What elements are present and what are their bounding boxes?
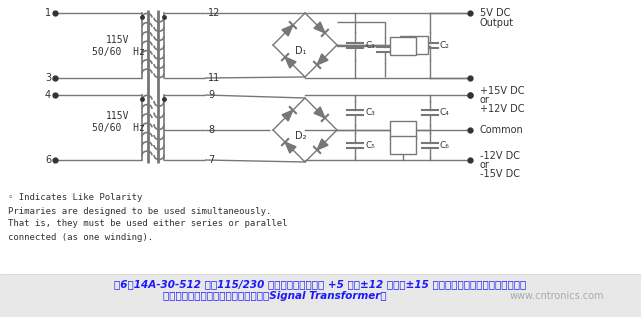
Text: IC2: IC2: [395, 125, 411, 135]
Text: 1: 1: [45, 8, 51, 18]
Text: IC3: IC3: [395, 140, 411, 150]
Bar: [390, 136, 416, 154]
Polygon shape: [317, 139, 328, 150]
Text: C₃: C₃: [365, 108, 375, 117]
Text: C₁: C₁: [395, 45, 405, 54]
Bar: [390, 121, 416, 139]
Bar: [0, 275, 641, 317]
Text: 图6：14A-30-512 采用115/230 伏输入电压，适用于 +5 伏或±12 伏直流±15 伏直流电源，具体取决于用户如何: 图6：14A-30-512 采用115/230 伏输入电压，适用于 +5 伏或±…: [114, 279, 526, 289]
Text: 115V: 115V: [106, 111, 129, 121]
Text: 5V DC: 5V DC: [480, 8, 510, 18]
Text: 7: 7: [208, 155, 214, 165]
Text: C₄: C₄: [440, 108, 450, 117]
Text: or: or: [480, 95, 490, 105]
Text: connected (as one winding).: connected (as one winding).: [8, 232, 153, 242]
Text: 50/60  Hz: 50/60 Hz: [92, 47, 144, 57]
Polygon shape: [282, 110, 293, 121]
Text: Common: Common: [480, 125, 524, 135]
Text: 12: 12: [208, 8, 221, 18]
Text: Primaries are designed to be used simultaneously.: Primaries are designed to be used simult…: [8, 206, 271, 216]
Text: -12V DC: -12V DC: [480, 151, 520, 161]
Text: www.cntronics.com: www.cntronics.com: [510, 291, 604, 301]
Text: 4: 4: [45, 90, 51, 100]
Text: D₁: D₁: [296, 46, 307, 56]
Text: C₅: C₅: [365, 140, 375, 150]
Text: 50/60  Hz: 50/60 Hz: [92, 123, 144, 133]
Text: 连接初级和次级侧绕组。（图片来源：Signal Transformer）: 连接初级和次级侧绕组。（图片来源：Signal Transformer）: [163, 291, 387, 301]
Text: -15V DC: -15V DC: [480, 169, 520, 179]
Text: 6: 6: [45, 155, 51, 165]
Text: C₆: C₆: [440, 140, 450, 150]
Text: 9: 9: [208, 90, 214, 100]
Text: 11: 11: [208, 73, 221, 83]
Polygon shape: [317, 54, 328, 65]
Polygon shape: [314, 107, 325, 118]
Polygon shape: [314, 22, 325, 33]
Text: 3: 3: [45, 73, 51, 83]
Text: ◦ Indicates Like Polarity: ◦ Indicates Like Polarity: [8, 193, 142, 203]
Text: Output: Output: [480, 18, 514, 28]
Text: IC1: IC1: [395, 41, 411, 50]
Text: 115V: 115V: [106, 35, 129, 45]
Polygon shape: [285, 57, 296, 68]
Text: D₂: D₂: [296, 131, 307, 141]
Text: or: or: [480, 160, 490, 170]
Polygon shape: [282, 25, 293, 36]
Bar: [400, 36, 428, 54]
Bar: [390, 36, 416, 55]
Text: That is, they must be used either series or parallel: That is, they must be used either series…: [8, 219, 288, 229]
Text: C₁: C₁: [365, 41, 375, 50]
Polygon shape: [285, 142, 296, 153]
Text: C₂: C₂: [440, 41, 450, 50]
Text: IC1: IC1: [406, 40, 422, 50]
Text: 8: 8: [208, 125, 214, 135]
Text: +15V DC: +15V DC: [480, 86, 524, 96]
Text: +12V DC: +12V DC: [480, 104, 524, 114]
